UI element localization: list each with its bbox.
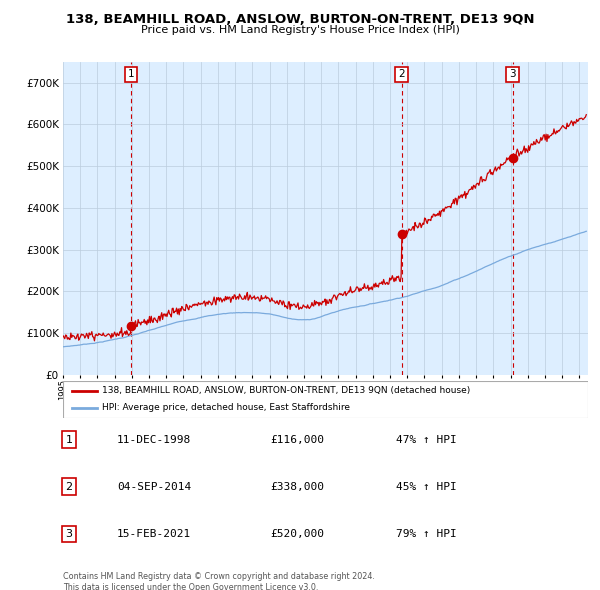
- Text: 138, BEAMHILL ROAD, ANSLOW, BURTON-ON-TRENT, DE13 9QN: 138, BEAMHILL ROAD, ANSLOW, BURTON-ON-TR…: [66, 13, 534, 26]
- Text: 15-FEB-2021: 15-FEB-2021: [117, 529, 191, 539]
- Text: 11-DEC-1998: 11-DEC-1998: [117, 435, 191, 444]
- Text: 138, BEAMHILL ROAD, ANSLOW, BURTON-ON-TRENT, DE13 9QN (detached house): 138, BEAMHILL ROAD, ANSLOW, BURTON-ON-TR…: [103, 386, 470, 395]
- Text: 79% ↑ HPI: 79% ↑ HPI: [396, 529, 457, 539]
- FancyBboxPatch shape: [63, 381, 588, 418]
- Text: 2: 2: [65, 482, 73, 491]
- Text: £338,000: £338,000: [270, 482, 324, 491]
- Text: HPI: Average price, detached house, East Staffordshire: HPI: Average price, detached house, East…: [103, 403, 350, 412]
- Text: £116,000: £116,000: [270, 435, 324, 444]
- Text: 47% ↑ HPI: 47% ↑ HPI: [396, 435, 457, 444]
- Text: 2: 2: [398, 70, 405, 80]
- Text: This data is licensed under the Open Government Licence v3.0.: This data is licensed under the Open Gov…: [63, 583, 319, 590]
- Text: Contains HM Land Registry data © Crown copyright and database right 2024.: Contains HM Land Registry data © Crown c…: [63, 572, 375, 581]
- Text: Price paid vs. HM Land Registry's House Price Index (HPI): Price paid vs. HM Land Registry's House …: [140, 25, 460, 35]
- Text: 3: 3: [509, 70, 516, 80]
- Text: 04-SEP-2014: 04-SEP-2014: [117, 482, 191, 491]
- Text: £520,000: £520,000: [270, 529, 324, 539]
- Text: 1: 1: [128, 70, 134, 80]
- Text: 1: 1: [65, 435, 73, 444]
- Text: 45% ↑ HPI: 45% ↑ HPI: [396, 482, 457, 491]
- Text: 3: 3: [65, 529, 73, 539]
